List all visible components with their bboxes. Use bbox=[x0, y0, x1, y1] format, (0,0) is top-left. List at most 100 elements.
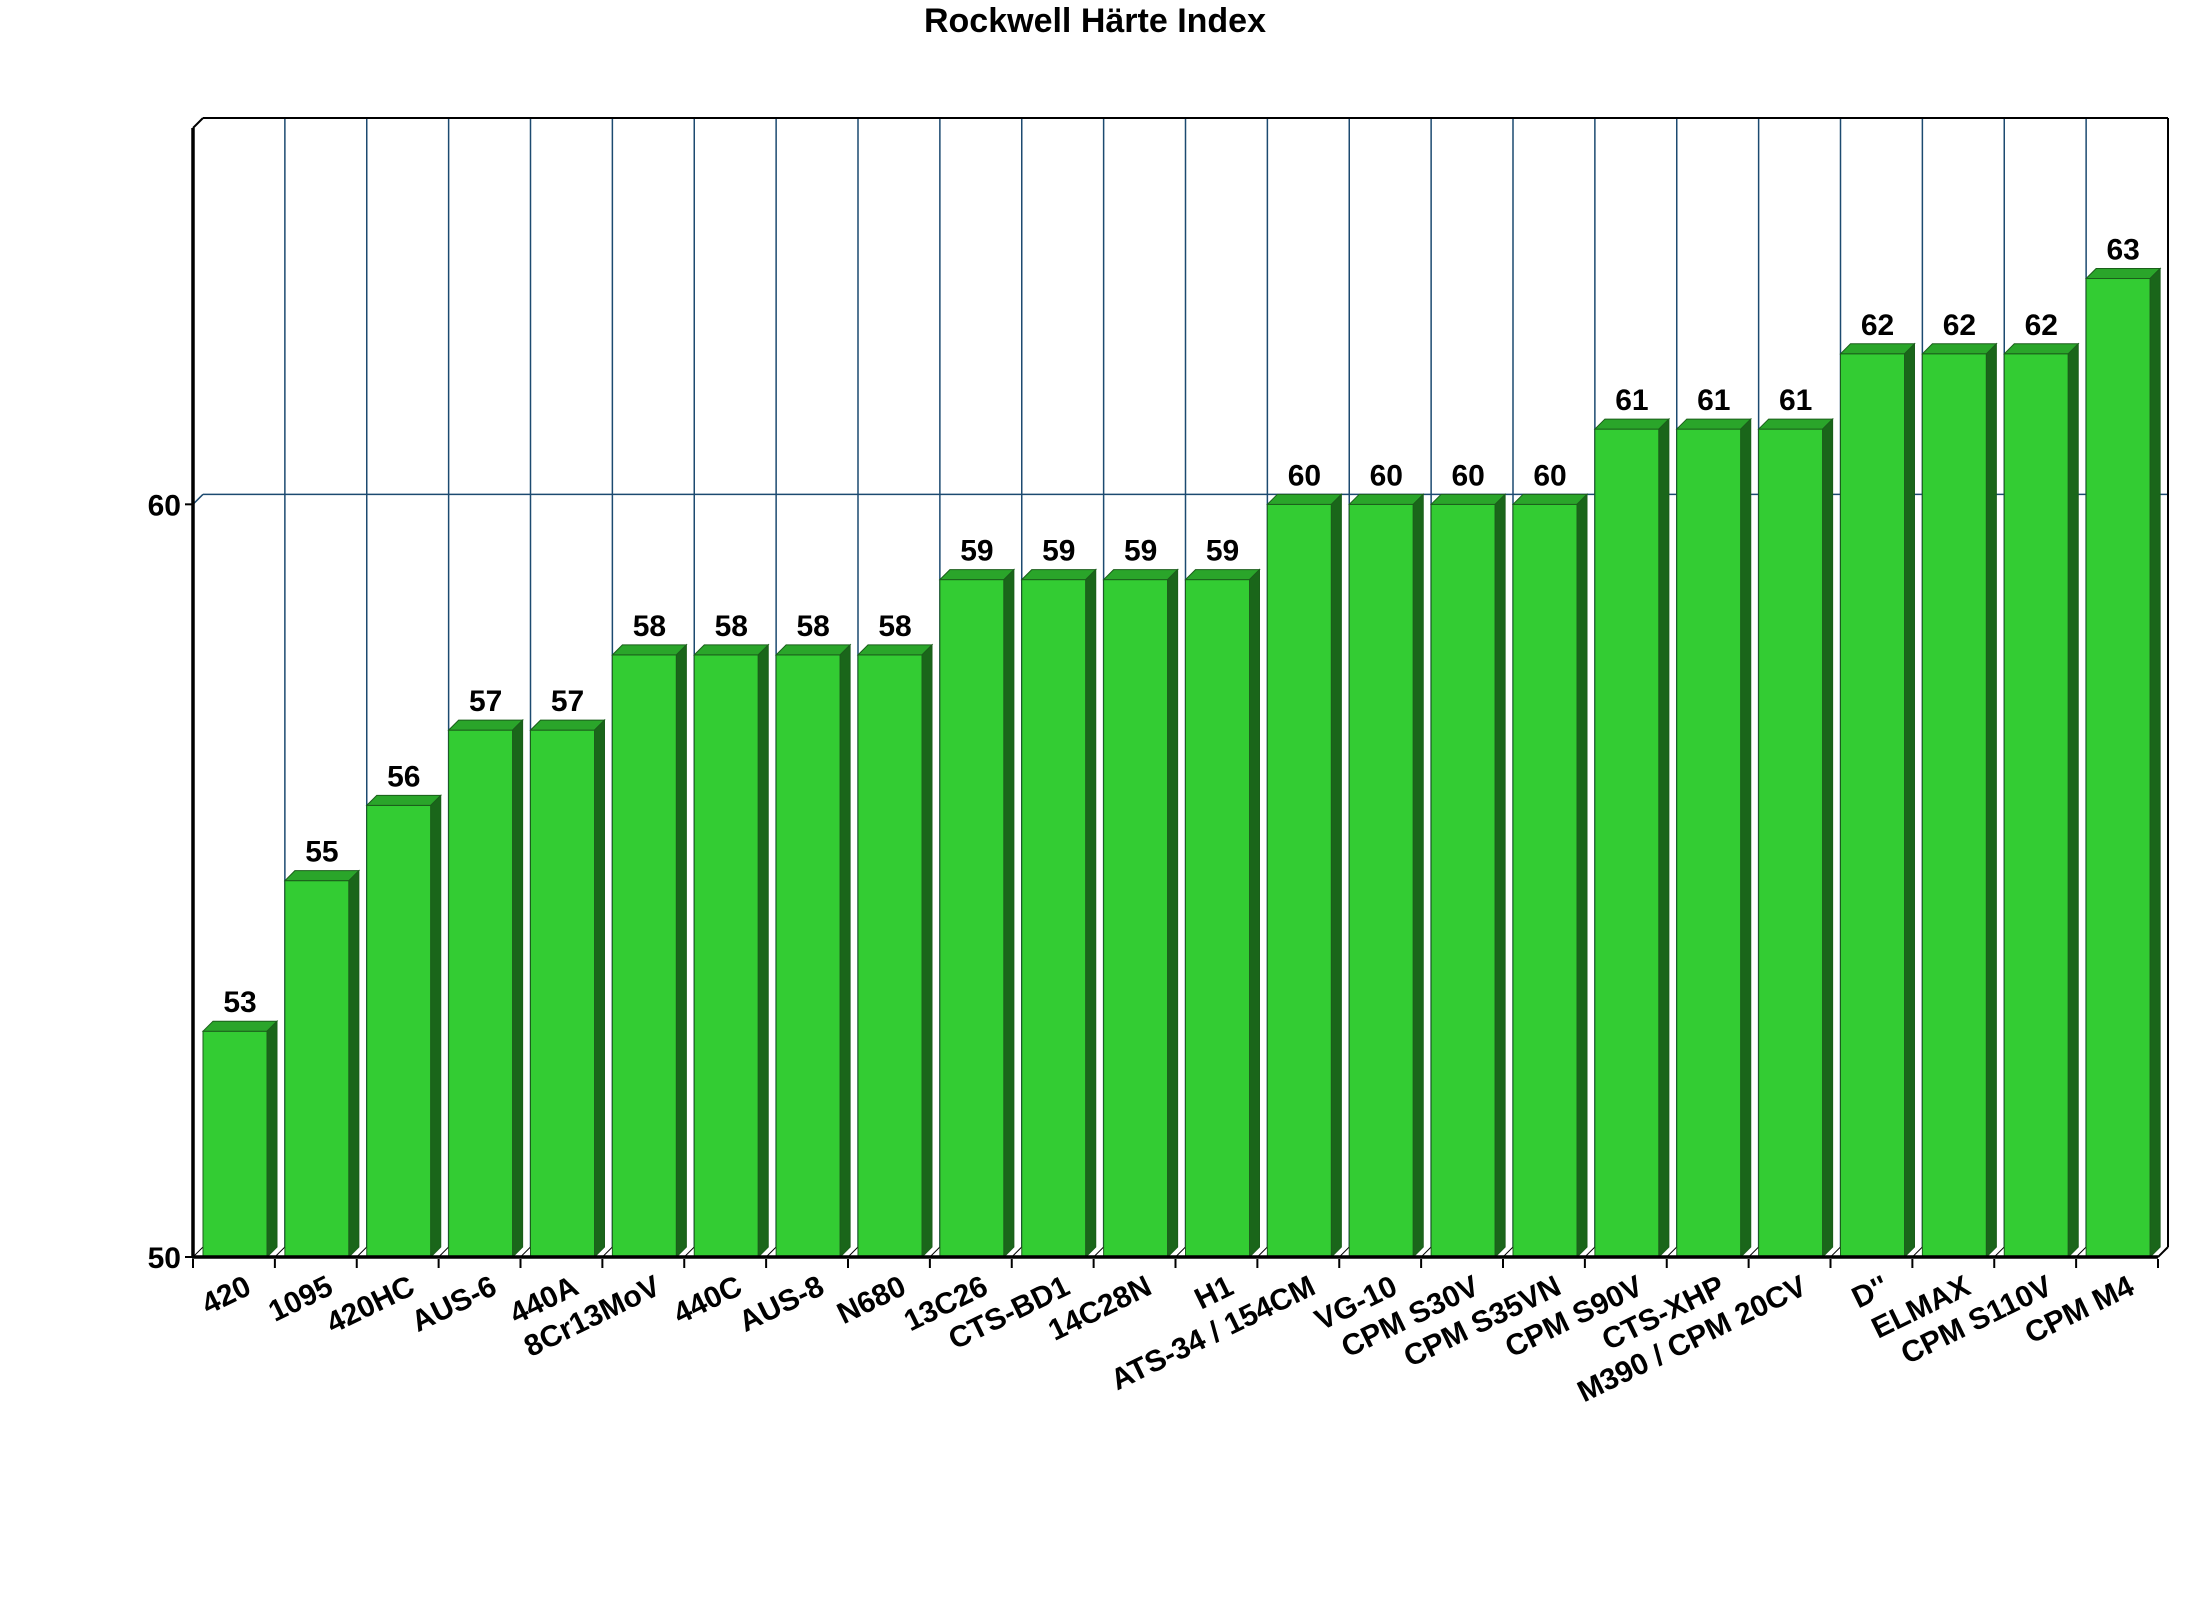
bar-side-face bbox=[675, 643, 687, 1259]
bar-front-face bbox=[1185, 579, 1250, 1258]
bar-top-face bbox=[283, 870, 361, 882]
bar bbox=[1184, 568, 1261, 1259]
bar bbox=[1839, 342, 1916, 1259]
bar-value-label: 62 bbox=[1861, 309, 1894, 342]
bar-value-label: 60 bbox=[1288, 459, 1321, 492]
bar-front-face bbox=[939, 579, 1005, 1258]
bar-top-face bbox=[201, 1020, 279, 1032]
bar-top-face bbox=[2003, 343, 2080, 355]
bar-top-face bbox=[1184, 569, 1261, 581]
bar bbox=[1593, 417, 1671, 1259]
bar-side-face bbox=[430, 794, 442, 1259]
bar-value-label: 59 bbox=[1124, 535, 1157, 568]
bar-value-label: 57 bbox=[551, 685, 584, 718]
bar-top-face bbox=[1757, 418, 1834, 430]
bar bbox=[1675, 417, 1752, 1259]
bar-side-face bbox=[1412, 493, 1424, 1259]
bar-value-label: 63 bbox=[2106, 234, 2139, 267]
bar-value-label: 61 bbox=[1779, 384, 1812, 417]
bar-value-label: 53 bbox=[223, 986, 256, 1019]
bar-front-face bbox=[1430, 503, 1496, 1258]
bar bbox=[774, 643, 852, 1259]
bar bbox=[1429, 493, 1507, 1259]
bar-top-face bbox=[1511, 493, 1589, 505]
bar-top-face bbox=[1429, 493, 1507, 505]
bar-top-face bbox=[365, 794, 442, 806]
bar-top-face bbox=[1020, 569, 1097, 581]
y-tick-label: 50 bbox=[148, 1242, 181, 1275]
bar bbox=[611, 643, 688, 1259]
bar-front-face bbox=[1266, 503, 1332, 1258]
bar-value-label: 56 bbox=[387, 760, 420, 793]
bar-value-label: 58 bbox=[633, 610, 666, 643]
category-label: 440C bbox=[668, 1270, 747, 1331]
category-label: AUS-6 bbox=[406, 1270, 501, 1339]
bar-top-face bbox=[1675, 418, 1752, 430]
bar-top-face bbox=[1593, 418, 1671, 430]
bar-side-face bbox=[266, 1019, 278, 1259]
bar-side-face bbox=[1904, 342, 1915, 1259]
bar bbox=[2003, 342, 2080, 1259]
bar-front-face bbox=[2003, 353, 2069, 1258]
bar-front-face bbox=[857, 654, 923, 1258]
bar bbox=[2084, 267, 2162, 1259]
bar-value-label: 62 bbox=[2025, 309, 2058, 342]
bar-front-face bbox=[2085, 278, 2151, 1258]
bar bbox=[856, 643, 934, 1259]
bar-side-face bbox=[757, 643, 769, 1259]
bar bbox=[1266, 493, 1343, 1259]
bar-top-face bbox=[2084, 268, 2162, 280]
bar bbox=[365, 794, 442, 1259]
bar-top-face bbox=[1266, 493, 1343, 505]
bar bbox=[201, 1019, 279, 1259]
y-tick-label: 60 bbox=[148, 489, 181, 522]
bar bbox=[447, 718, 524, 1259]
bar-side-face bbox=[1249, 568, 1260, 1259]
bar-top-face bbox=[856, 644, 934, 656]
bar-front-face bbox=[448, 729, 514, 1258]
bar-front-face bbox=[775, 654, 841, 1258]
bar-value-label: 58 bbox=[796, 610, 829, 643]
bar bbox=[938, 568, 1016, 1259]
bar-top-face bbox=[447, 719, 524, 731]
bar-front-face bbox=[1676, 428, 1742, 1258]
bar-front-face bbox=[366, 804, 432, 1258]
bar-side-face bbox=[1167, 568, 1179, 1259]
bar-front-face bbox=[1594, 428, 1660, 1258]
bar-front-face bbox=[1840, 353, 1905, 1258]
bar-value-label: 55 bbox=[305, 836, 338, 869]
bar-side-face bbox=[1003, 568, 1015, 1259]
top-left-depth-edge bbox=[192, 117, 204, 129]
bar-front-face bbox=[611, 654, 677, 1258]
bar-front-face bbox=[1758, 428, 1824, 1258]
bar-side-face bbox=[1985, 342, 1997, 1259]
bar-side-face bbox=[839, 643, 851, 1259]
bar-value-label: 61 bbox=[1615, 384, 1648, 417]
bar-front-face bbox=[1103, 579, 1169, 1258]
bar bbox=[1757, 417, 1834, 1259]
bar-top-face bbox=[693, 644, 770, 656]
bar-value-label: 62 bbox=[1943, 309, 1976, 342]
category-label: 420 bbox=[197, 1270, 256, 1322]
bar-side-face bbox=[594, 718, 605, 1259]
bar bbox=[1020, 568, 1097, 1259]
bar-value-label: 59 bbox=[1206, 535, 1239, 568]
bar-front-face bbox=[530, 729, 595, 1258]
bar-side-face bbox=[1576, 493, 1588, 1259]
bar-side-face bbox=[512, 718, 524, 1259]
bar-top-face bbox=[611, 644, 688, 656]
bar-front-face bbox=[1921, 353, 1987, 1258]
bar-value-label: 60 bbox=[1451, 459, 1484, 492]
bar-front-face bbox=[1348, 503, 1414, 1258]
bar-front-face bbox=[202, 1030, 268, 1258]
bar bbox=[529, 718, 606, 1259]
bar bbox=[283, 869, 361, 1259]
bar-front-face bbox=[284, 880, 350, 1258]
bar-value-label: 58 bbox=[878, 610, 911, 643]
bar-side-face bbox=[348, 869, 360, 1259]
bar bbox=[1348, 493, 1425, 1259]
bar-value-label: 58 bbox=[715, 610, 748, 643]
bar-side-face bbox=[1330, 493, 1342, 1259]
bar-value-label: 60 bbox=[1533, 459, 1566, 492]
